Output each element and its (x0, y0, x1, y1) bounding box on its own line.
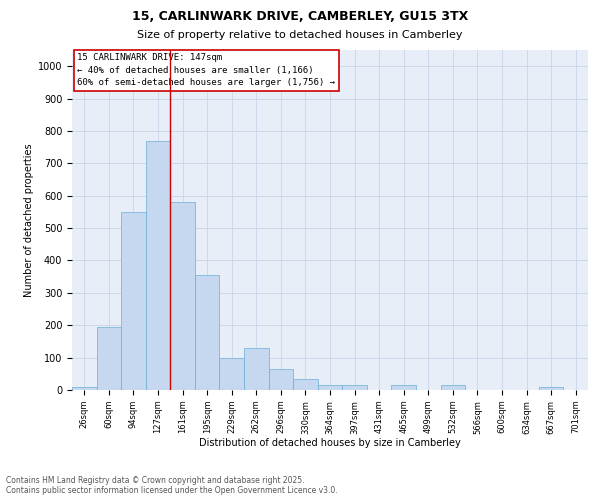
Bar (391, 385, 416, 390)
Bar (342, 385, 367, 390)
Bar (440, 385, 465, 390)
Bar (318, 385, 342, 390)
Bar (269, 369, 293, 390)
Bar (170, 202, 195, 390)
Bar (244, 348, 269, 390)
Text: 15, CARLINWARK DRIVE, CAMBERLEY, GU15 3TX: 15, CARLINWARK DRIVE, CAMBERLEY, GU15 3T… (132, 10, 468, 23)
Text: Size of property relative to detached houses in Camberley: Size of property relative to detached ho… (137, 30, 463, 40)
Bar (220, 358, 244, 390)
Bar (146, 140, 170, 390)
Bar (539, 388, 563, 390)
Text: 15 CARLINWARK DRIVE: 147sqm
← 40% of detached houses are smaller (1,166)
60% of : 15 CARLINWARK DRIVE: 147sqm ← 40% of det… (77, 54, 335, 88)
X-axis label: Distribution of detached houses by size in Camberley: Distribution of detached houses by size … (199, 438, 461, 448)
Bar (195, 275, 220, 390)
Bar (293, 378, 318, 390)
Bar (97, 327, 121, 390)
Bar (72, 388, 97, 390)
Text: Contains HM Land Registry data © Crown copyright and database right 2025.
Contai: Contains HM Land Registry data © Crown c… (6, 476, 338, 495)
Y-axis label: Number of detached properties: Number of detached properties (23, 143, 34, 297)
Bar (121, 212, 146, 390)
